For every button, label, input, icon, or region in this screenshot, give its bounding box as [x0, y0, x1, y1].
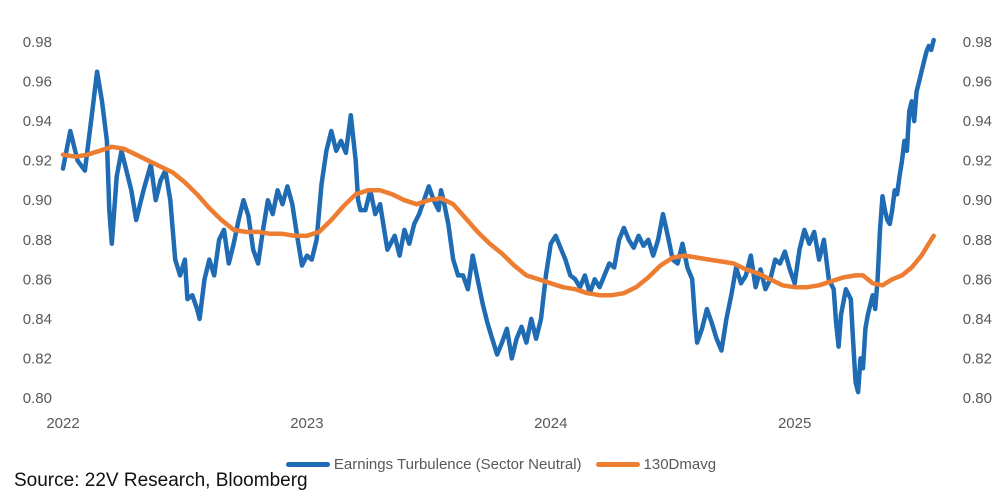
legend-label-130dmavg: 130Dmavg: [643, 456, 717, 473]
left-y-axis: 0.80 0.82 0.84 0.86 0.88 0.90 0.92 0.94 0.96 0.98: [23, 34, 52, 407]
y-tick-left-0: 0.80: [23, 390, 52, 407]
y-tick-left-7: 0.94: [23, 113, 52, 130]
series-line-130dmavg: [60, 144, 936, 298]
x-tick-2023: 2023: [290, 415, 323, 432]
y-tick-left-9: 0.98: [23, 34, 52, 51]
x-tick-2022: 2022: [46, 415, 79, 432]
series-line-earnings-turbulence: [60, 37, 936, 395]
y-tick-right-6: 0.92: [963, 153, 992, 170]
source-note: Source: 22V Research, Bloomberg: [14, 470, 308, 491]
y-tick-right-1: 0.82: [963, 350, 992, 367]
x-axis: 2022 2023 2024 2025: [46, 415, 811, 432]
y-tick-left-6: 0.92: [23, 153, 52, 170]
y-tick-left-5: 0.90: [23, 192, 52, 209]
y-tick-right-5: 0.90: [963, 192, 992, 209]
y-tick-right-7: 0.94: [963, 113, 992, 130]
y-tick-right-0: 0.80: [963, 390, 992, 407]
line-chart: 0.80 0.82 0.84 0.86 0.88 0.90 0.92 0.94 0.96 0.98…: [23, 34, 992, 432]
legend-item-earnings-turbulence: Earnings Turbulence (Sector Neutral): [285, 456, 582, 473]
y-tick-right-8: 0.96: [963, 74, 992, 91]
right-y-axis: 0.80 0.82 0.84 0.86 0.88 0.90 0.92 0.94 0.96 0.98: [963, 34, 992, 407]
legend-swatch-orange: [595, 462, 640, 467]
legend-label-earnings-turbulence: Earnings Turbulence (Sector Neutral): [333, 456, 582, 473]
legend-item-130dmavg: 130Dmavg: [595, 456, 717, 473]
x-tick-2024: 2024: [534, 415, 567, 432]
y-tick-left-1: 0.82: [23, 350, 52, 367]
y-tick-right-2: 0.84: [963, 311, 992, 328]
y-tick-right-3: 0.86: [963, 271, 992, 288]
y-tick-right-4: 0.88: [963, 232, 992, 249]
y-tick-right-9: 0.98: [963, 34, 992, 51]
x-tick-2025: 2025: [778, 415, 811, 432]
legend-swatch-blue: [285, 462, 330, 467]
series-lines: [60, 37, 936, 395]
y-tick-left-4: 0.88: [23, 232, 52, 249]
y-tick-left-8: 0.96: [23, 74, 52, 91]
y-tick-left-2: 0.84: [23, 311, 52, 328]
y-tick-left-3: 0.86: [23, 271, 52, 288]
legend: Earnings Turbulence (Sector Neutral) 130…: [0, 456, 1002, 473]
